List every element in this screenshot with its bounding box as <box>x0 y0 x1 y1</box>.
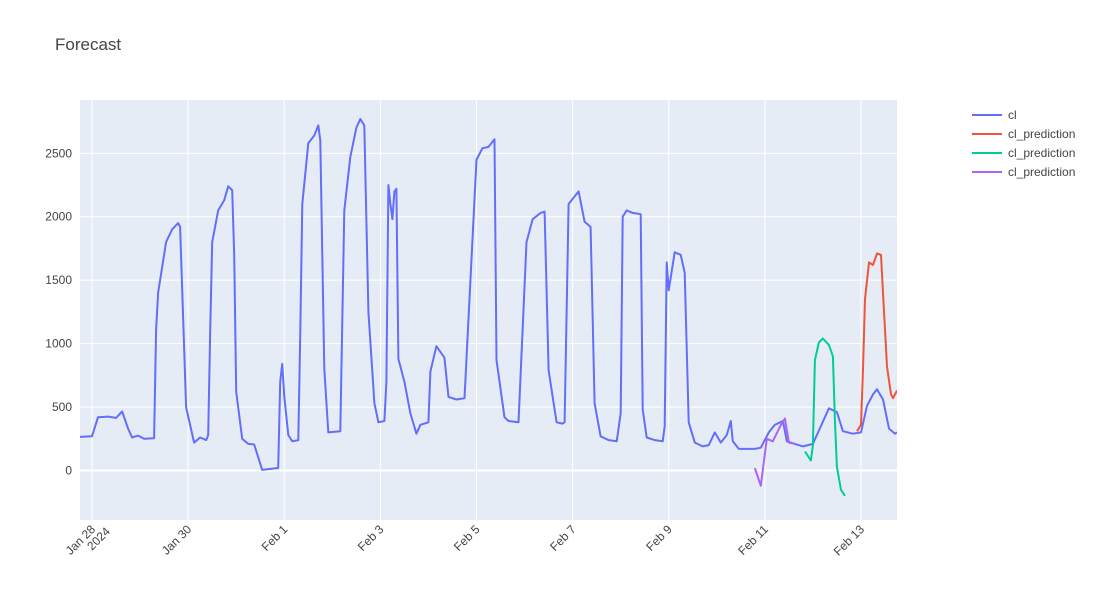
y-tick-label: 500 <box>52 400 72 414</box>
legend-label: cl_prediction <box>1008 127 1075 141</box>
legend-item-1[interactable]: cl <box>972 108 1017 122</box>
grid-lines <box>80 100 897 520</box>
plot-area <box>80 100 897 520</box>
legend-label: cl_prediction <box>1008 165 1075 179</box>
series-line-1 <box>80 118 897 471</box>
chart-title: Forecast <box>55 35 121 54</box>
legend-label: cl <box>1008 108 1017 122</box>
legend-item-3[interactable]: cl_prediction <box>972 146 1075 160</box>
legend-label: cl_prediction <box>1008 146 1075 160</box>
y-tick-label: 2000 <box>45 210 72 224</box>
y-tick-label: 1000 <box>45 337 72 351</box>
y-tick-label: 0 <box>65 464 72 478</box>
series-line-4 <box>753 417 796 487</box>
legend[interactable]: cl cl_prediction cl_prediction cl_predictio… <box>972 108 1075 179</box>
legend-item-2[interactable]: cl_prediction <box>972 127 1075 141</box>
y-tick-label: 1500 <box>45 273 72 287</box>
series-lines <box>80 118 897 497</box>
series-line-3 <box>804 337 846 497</box>
legend-item-4[interactable]: cl_prediction <box>972 165 1075 179</box>
y-tick-label: 2500 <box>45 146 72 160</box>
series-line-2 <box>856 252 897 432</box>
